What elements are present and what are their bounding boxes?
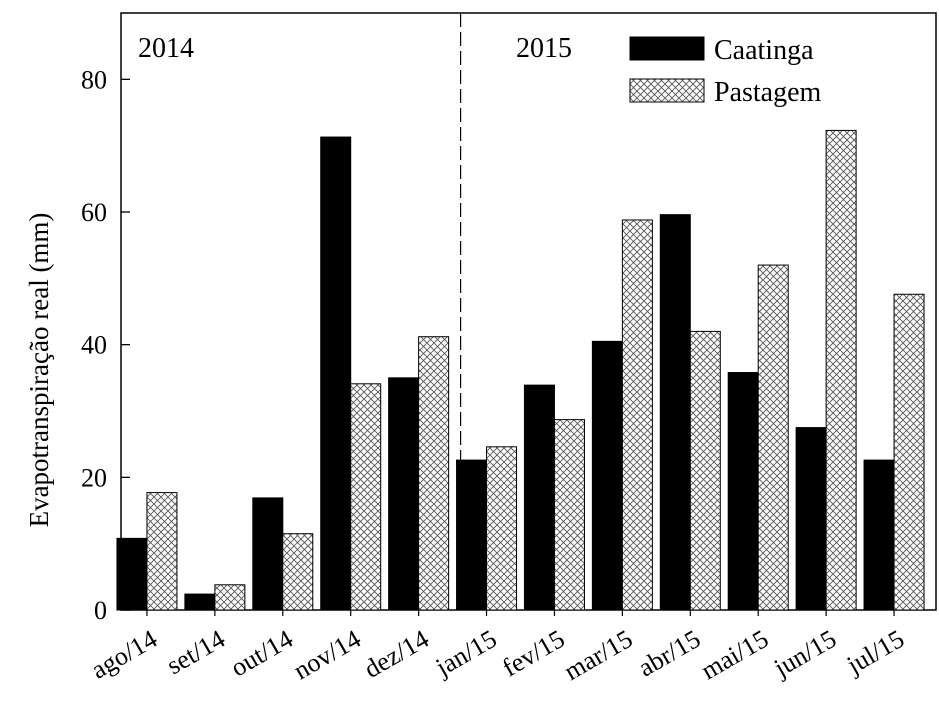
x-tick-label-mar-15: mar/15 [559,624,637,686]
bar-caatinga-jul-15 [863,459,895,611]
legend-swatch-pastagem [629,78,705,103]
bar-caatinga-fev-15 [523,384,555,611]
bar-caatinga-abr-15 [659,214,691,611]
bar-pastagem-fev-15 [553,419,585,611]
legend-label-caatinga: Caatinga [714,35,814,66]
y-tick-label-0: 0 [94,596,107,625]
x-tick-label-set-14: set/14 [162,624,230,680]
y-axis-label: Evapotranspiração real (mm) [24,213,54,528]
bar-pastagem-dez-14 [418,336,450,611]
x-tick-label-ago-14: ago/14 [86,624,162,684]
bar-caatinga-nov-14 [320,136,352,611]
legend-label-pastagem: Pastagem [714,77,822,108]
bar-pastagem-out-14 [282,533,314,611]
x-axis: ago/14 set/14out/14nov/14dez/14jan/15fev/… [86,610,909,686]
bar-pastagem-jan-15 [486,446,518,611]
bar-pastagem-set-14 [214,584,246,611]
y-tick-label-20: 20 [81,463,107,492]
bar-pastagem-nov-14 [350,383,382,611]
panel-label-2015: 2015 [516,33,572,64]
bar-pastagem-ago-14 [146,492,178,611]
bars-layer [116,129,925,611]
legend: Caatinga Pastagem [629,35,822,108]
panel-label-2014: 2014 [138,33,194,64]
x-tick-label-dez-14: dez/14 [359,624,434,684]
bar-caatinga-mar-15 [591,340,623,611]
x-tick-label-abr-15: abr/15 [633,624,705,682]
legend-swatch-caatinga [629,36,705,61]
bar-caatinga-mai-15 [727,372,759,611]
x-tick-label-mai-15: mai/15 [696,624,773,685]
x-tick-label-fev-15: fev/15 [497,624,569,682]
y-tick-label-40: 40 [81,331,107,360]
y-tick-label-80: 80 [81,65,107,94]
bar-pastagem-mai-15 [757,264,789,611]
bar-pastagem-jun-15 [825,129,857,611]
y-tick-label-60: 60 [81,198,107,227]
y-axis: 0 20 40 60 80 [81,65,130,625]
bar-caatinga-out-14 [252,497,284,611]
bar-caatinga-ago-14 [116,537,148,611]
bar-caatinga-jan-15 [456,459,488,611]
x-tick-label-out-14: out/14 [226,624,298,682]
bar-pastagem-abr-15 [689,330,721,611]
x-tick-label-jun-15: jun/15 [768,624,841,683]
bar-caatinga-dez-14 [388,377,420,611]
bar-caatinga-jun-15 [795,427,827,611]
bar-caatinga-set-14 [184,593,216,611]
x-tick-label-jul-15: jul/15 [841,624,909,680]
x-tick-label-jan-15: jan/15 [430,624,502,682]
bar-pastagem-mar-15 [621,219,653,611]
bar-pastagem-jul-15 [893,293,925,611]
x-tick-label-nov-14: nov/14 [289,624,366,685]
